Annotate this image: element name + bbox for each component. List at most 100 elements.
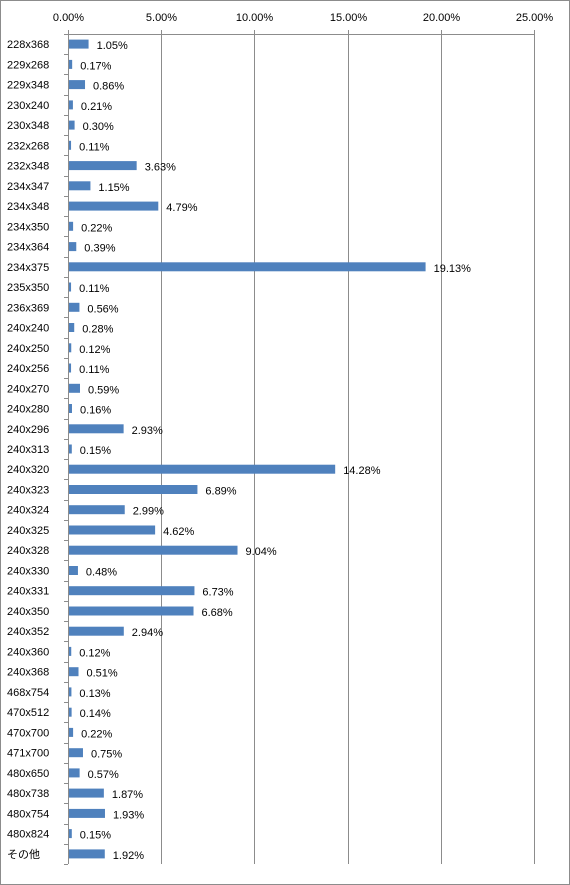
category-label: 240x320: [7, 464, 49, 476]
data-label: 4.62%: [163, 526, 194, 538]
data-label: 0.15%: [80, 830, 111, 842]
data-label: 4.79%: [166, 202, 197, 214]
x-tick-label: 25.00%: [516, 12, 554, 24]
category-label: 470x700: [7, 727, 49, 739]
data-label: 0.11%: [79, 283, 110, 295]
category-label: 468x754: [7, 687, 49, 699]
data-label: 0.86%: [93, 81, 124, 93]
bar: [69, 383, 80, 393]
data-label: 0.51%: [87, 668, 118, 680]
category-label: 232x348: [7, 161, 49, 173]
bar: [69, 80, 86, 90]
data-label: 0.15%: [80, 445, 111, 457]
category-label: 240x270: [7, 383, 49, 395]
category-label: 240x313: [7, 444, 49, 456]
data-label: 2.99%: [133, 506, 164, 518]
data-label: 3.63%: [145, 162, 176, 174]
data-label: 0.30%: [83, 121, 114, 133]
bar: [69, 464, 336, 474]
bar: [69, 221, 74, 231]
bar: [69, 39, 89, 49]
category-label: 230x348: [7, 120, 49, 132]
category-label: 229x348: [7, 80, 49, 92]
bar: [69, 606, 194, 616]
category-label: 228x368: [7, 39, 49, 51]
category-label: 470x512: [7, 707, 49, 719]
gridlines: [64, 30, 535, 865]
bar: [69, 545, 238, 555]
y-axis-category-labels: 228x368 229x268 229x348 230x240 230x348 232x2…: [7, 39, 49, 861]
data-label: 0.21%: [81, 101, 112, 113]
category-label: 240x330: [7, 566, 49, 578]
category-label: 234x348: [7, 201, 49, 213]
data-labels: 1.05% 0.17% 0.86% 0.21% 0.30% 0.11% 3.63% 1.15%…: [79, 40, 471, 862]
category-label: 240x331: [7, 586, 49, 598]
bar: [69, 363, 72, 373]
category-label: 240x280: [7, 404, 49, 416]
bar: [69, 525, 156, 535]
data-label: 6.89%: [205, 486, 236, 498]
data-label: 0.14%: [80, 708, 111, 720]
category-label: 240x296: [7, 424, 49, 436]
category-label: 234x350: [7, 221, 49, 233]
data-label: 0.22%: [81, 728, 112, 740]
bar: [69, 646, 72, 656]
x-tick-label: 15.00%: [330, 12, 368, 24]
data-label: 0.59%: [88, 384, 119, 396]
bar: [69, 444, 72, 454]
category-label: 240x325: [7, 525, 49, 537]
bar: [69, 242, 77, 252]
bar: [69, 201, 159, 211]
data-label: 0.39%: [84, 243, 115, 255]
bar: [69, 404, 72, 413]
data-label: 6.73%: [202, 587, 233, 599]
data-label: 9.04%: [246, 546, 277, 558]
bar: [69, 829, 72, 839]
data-label: 0.57%: [88, 769, 119, 781]
data-label: 0.17%: [80, 60, 111, 72]
bar: [69, 302, 80, 312]
data-label: 0.12%: [79, 344, 110, 356]
data-label: 1.93%: [113, 809, 144, 821]
data-label: 0.28%: [82, 324, 113, 336]
category-label: 235x350: [7, 282, 49, 294]
data-label: 0.48%: [86, 567, 117, 579]
bar: [69, 748, 83, 758]
data-label: 0.13%: [79, 688, 110, 700]
category-label: 232x268: [7, 140, 49, 152]
category-label: 240x350: [7, 606, 49, 618]
category-label: 240x328: [7, 545, 49, 557]
bar: [69, 323, 75, 332]
bars: [69, 39, 426, 859]
bar: [69, 181, 91, 191]
data-label: 2.94%: [132, 627, 163, 639]
category-label: 480x824: [7, 829, 49, 841]
category-label: 471x700: [7, 748, 49, 760]
bar: [69, 262, 426, 272]
bar: [69, 120, 75, 130]
category-label: 240x352: [7, 626, 49, 638]
category-label: 230x240: [7, 100, 49, 112]
bar: [69, 424, 124, 434]
bar: [69, 566, 78, 575]
bar: [69, 687, 72, 697]
data-label: 1.87%: [112, 789, 143, 801]
bar: [69, 343, 72, 353]
x-tick-label: 5.00%: [146, 12, 177, 24]
data-label: 1.05%: [97, 40, 128, 52]
bar: [69, 788, 104, 798]
data-label: 0.11%: [79, 364, 110, 376]
data-label: 0.12%: [79, 647, 110, 659]
bar: [69, 586, 195, 596]
bar: [69, 707, 72, 717]
category-label: 236x369: [7, 302, 49, 314]
category-label: 480x738: [7, 788, 49, 800]
bar: [69, 59, 73, 69]
x-tick-label: 10.00%: [236, 12, 274, 24]
bar: [69, 727, 74, 737]
data-label: 0.22%: [81, 222, 112, 234]
category-label: 240x368: [7, 667, 49, 679]
bar: [69, 626, 124, 636]
